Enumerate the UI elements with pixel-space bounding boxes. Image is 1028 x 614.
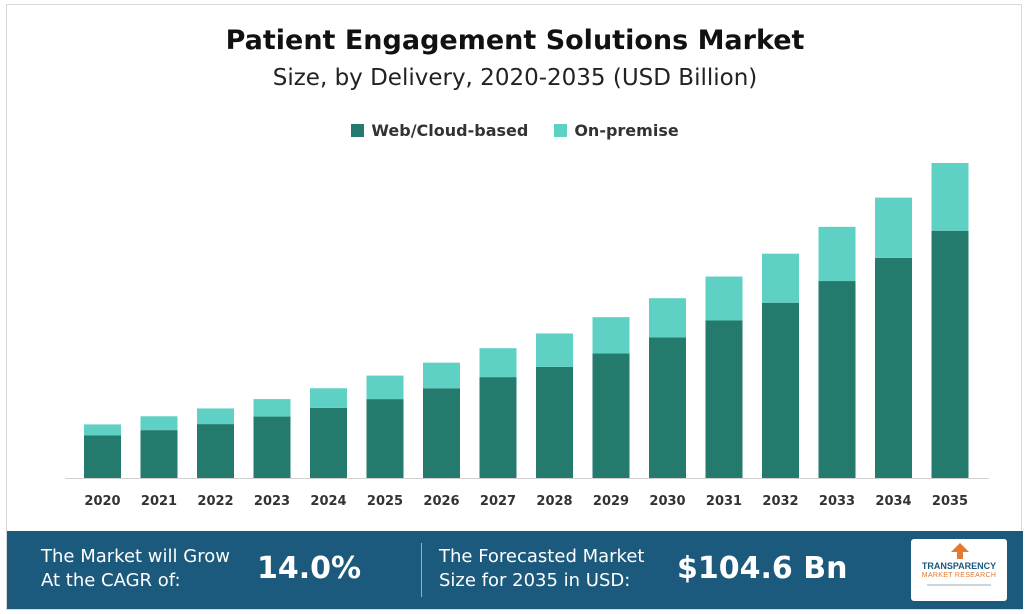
cagr-text-line2: At the CAGR of: <box>41 570 181 591</box>
chart-subtitle: Size, by Delivery, 2020-2035 (USD Billio… <box>272 65 758 91</box>
footer-divider <box>421 543 422 597</box>
x-tick-label-2022: 2022 <box>197 494 233 509</box>
x-tick-label-2021: 2021 <box>141 494 177 509</box>
chart-title: Patient Engagement Solutions Market <box>225 25 805 56</box>
x-tick-label-2025: 2025 <box>367 494 403 509</box>
x-tick-label-2023: 2023 <box>254 494 290 509</box>
bar-web-2020 <box>84 435 121 478</box>
footer-banner: The Market will Grow At the CAGR of: 14.… <box>7 531 1023 609</box>
bar-onprem-2029 <box>592 317 630 354</box>
chart-frame: Patient Engagement Solutions Market Size… <box>6 4 1023 610</box>
forecast-text-line1: The Forecasted Market <box>439 546 645 567</box>
bar-onprem-2030 <box>649 298 686 338</box>
bar-web-2033 <box>818 281 856 478</box>
bar-onprem-2022 <box>197 408 234 425</box>
x-tick-label-2028: 2028 <box>536 494 572 509</box>
x-tick-label-2035: 2035 <box>932 494 968 509</box>
forecast-text-line2: Size for 2035 in USD: <box>439 570 631 591</box>
bar-onprem-2020 <box>84 424 121 436</box>
logo-text-line1: TRANSPARENCY <box>921 561 997 571</box>
bar-chart: 2020 2021 2022 2023 2024 2025 2026 2027 2028 2029… <box>65 163 989 509</box>
bar-onprem-2034 <box>875 197 912 258</box>
bar-web-2025 <box>366 399 404 478</box>
bar-web-2035 <box>931 230 969 478</box>
x-tick-label-2031: 2031 <box>706 494 742 509</box>
cagr-value: 14.0% <box>257 551 362 586</box>
bar-web-2031 <box>705 320 743 478</box>
x-tick-label-2020: 2020 <box>84 494 120 509</box>
x-tick-label-2033: 2033 <box>819 494 855 509</box>
bar-onprem-2031 <box>705 276 743 321</box>
logo-arrow-icon <box>951 543 969 559</box>
bar-web-2024 <box>310 407 347 478</box>
cagr-text-line1: The Market will Grow <box>41 546 230 567</box>
company-logo: TRANSPARENCY MARKET RESEARCH <box>911 539 1007 601</box>
bar-web-2026 <box>423 388 460 478</box>
bar-web-2021 <box>140 430 178 478</box>
legend-swatch-onprem <box>554 124 568 137</box>
bar-onprem-2021 <box>140 416 178 431</box>
forecast-value: $104.6 Bn <box>677 551 848 586</box>
legend-swatch-web <box>351 124 365 137</box>
legend-item-web: Web/Cloud-based <box>351 121 528 140</box>
x-tick-label-2029: 2029 <box>593 494 629 509</box>
logo-rule <box>927 584 991 586</box>
x-tick-label-2032: 2032 <box>762 494 798 509</box>
bar-web-2027 <box>479 377 517 478</box>
chart-legend: Web/Cloud-based On-premise <box>7 121 1023 140</box>
bar-web-2032 <box>762 302 799 478</box>
bar-onprem-2033 <box>818 226 856 282</box>
bar-onprem-2023 <box>253 399 291 417</box>
bar-onprem-2027 <box>479 348 517 378</box>
bar-web-2023 <box>253 416 291 478</box>
x-tick-label-2027: 2027 <box>480 494 516 509</box>
bar-onprem-2035 <box>931 163 969 231</box>
legend-label-onprem: On-premise <box>574 121 679 140</box>
x-tick-label-2024: 2024 <box>310 494 346 509</box>
bar-onprem-2028 <box>536 333 573 367</box>
cagr-text: The Market will Grow At the CAGR of: <box>41 545 230 593</box>
bar-web-2022 <box>197 424 234 478</box>
bar-web-2030 <box>649 337 686 478</box>
legend-label-web: Web/Cloud-based <box>371 121 529 140</box>
logo-text-line2: MARKET RESEARCH <box>921 572 997 579</box>
x-tick-label-2026: 2026 <box>423 494 459 509</box>
x-tick-label-2030: 2030 <box>649 494 685 509</box>
legend-item-onprem: On-premise <box>554 121 679 140</box>
bar-onprem-2026 <box>423 362 460 389</box>
bar-onprem-2032 <box>762 253 799 303</box>
x-tick-label-2034: 2034 <box>875 494 911 509</box>
bar-web-2029 <box>592 353 630 478</box>
forecast-text: The Forecasted Market Size for 2035 in U… <box>439 545 644 593</box>
bar-web-2034 <box>875 257 912 478</box>
bar-onprem-2024 <box>310 388 347 408</box>
bar-web-2028 <box>536 366 573 478</box>
bar-onprem-2025 <box>366 375 404 400</box>
